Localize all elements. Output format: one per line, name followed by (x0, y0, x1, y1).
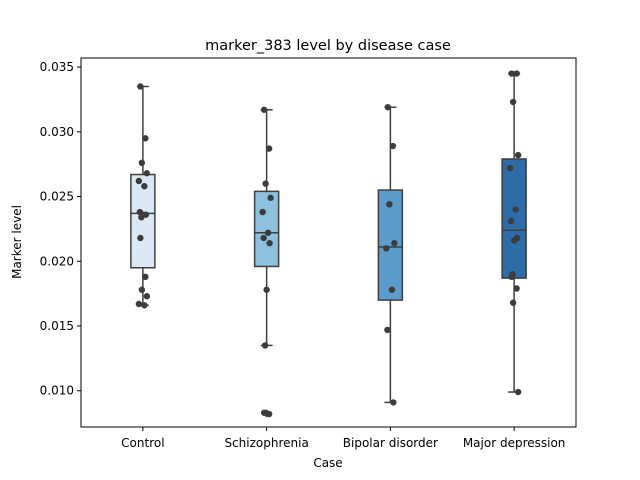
data-point (263, 286, 270, 293)
box (253, 190, 280, 268)
data-point (141, 182, 148, 190)
data-point (135, 177, 143, 185)
x-axis-label: Case (313, 456, 342, 470)
data-point (508, 273, 515, 281)
data-point (262, 180, 269, 187)
y-axis-label: Marker level (10, 205, 24, 279)
data-point (509, 98, 517, 106)
box (377, 189, 404, 301)
y-tick-label: 0.030 (40, 125, 74, 139)
tick-layer: 0.010 0.015 0.020 0.025 0.030 0.035 Control Sch… (40, 60, 566, 450)
data-point (138, 159, 146, 167)
data-point (266, 239, 273, 247)
x-tick-label: Control (121, 436, 164, 450)
data-point (508, 70, 515, 77)
box-group-major-depression (501, 72, 527, 393)
y-tick-label: 0.025 (40, 190, 74, 204)
data-point (267, 194, 274, 202)
box (130, 173, 156, 269)
axes-border (80, 57, 577, 428)
data-point (137, 83, 144, 90)
x-tick-label: Schizophrenia (224, 436, 308, 450)
data-point (142, 273, 149, 281)
data-point (507, 217, 515, 225)
data-point (514, 388, 522, 396)
data-point (138, 286, 146, 293)
data-point (509, 299, 517, 306)
data-point (384, 326, 391, 334)
data-point (142, 135, 149, 142)
box-group-schizophrenia (253, 109, 280, 418)
data-point (512, 206, 519, 213)
box (501, 158, 527, 279)
data-point (386, 201, 393, 208)
data-point (143, 293, 151, 300)
data-point (388, 286, 396, 293)
box-group-bipolar-disorder (377, 106, 404, 404)
data-point (135, 300, 143, 308)
data-point (138, 214, 145, 221)
data-point (506, 164, 514, 172)
data-point (513, 285, 520, 292)
data-point (391, 239, 398, 247)
x-tick-label: Major depression (463, 436, 566, 450)
y-tick-label: 0.020 (40, 254, 74, 268)
data-point (260, 106, 268, 113)
data-point (261, 342, 269, 349)
data-point (264, 229, 272, 236)
data-point (141, 302, 148, 309)
data-point (260, 409, 268, 416)
plot-area (130, 70, 527, 418)
chart-title: marker_383 level by disease case (205, 38, 451, 54)
data-point (143, 170, 151, 177)
data-point (260, 234, 267, 242)
y-tick-label: 0.035 (40, 60, 74, 74)
data-point (384, 104, 392, 111)
data-point (513, 70, 520, 77)
data-point (514, 151, 522, 159)
y-tick-label: 0.010 (40, 384, 74, 398)
data-point (259, 208, 266, 216)
data-point (510, 237, 518, 244)
data-point (383, 245, 390, 252)
data-point (137, 234, 144, 242)
data-point (265, 410, 273, 418)
y-tick-label: 0.015 (40, 319, 74, 333)
axes-frame (80, 57, 577, 428)
data-point (389, 142, 397, 150)
data-point (390, 399, 397, 406)
data-point (265, 145, 273, 152)
x-tick-label: Bipolar disorder (343, 436, 438, 450)
box-group-control (130, 85, 156, 307)
